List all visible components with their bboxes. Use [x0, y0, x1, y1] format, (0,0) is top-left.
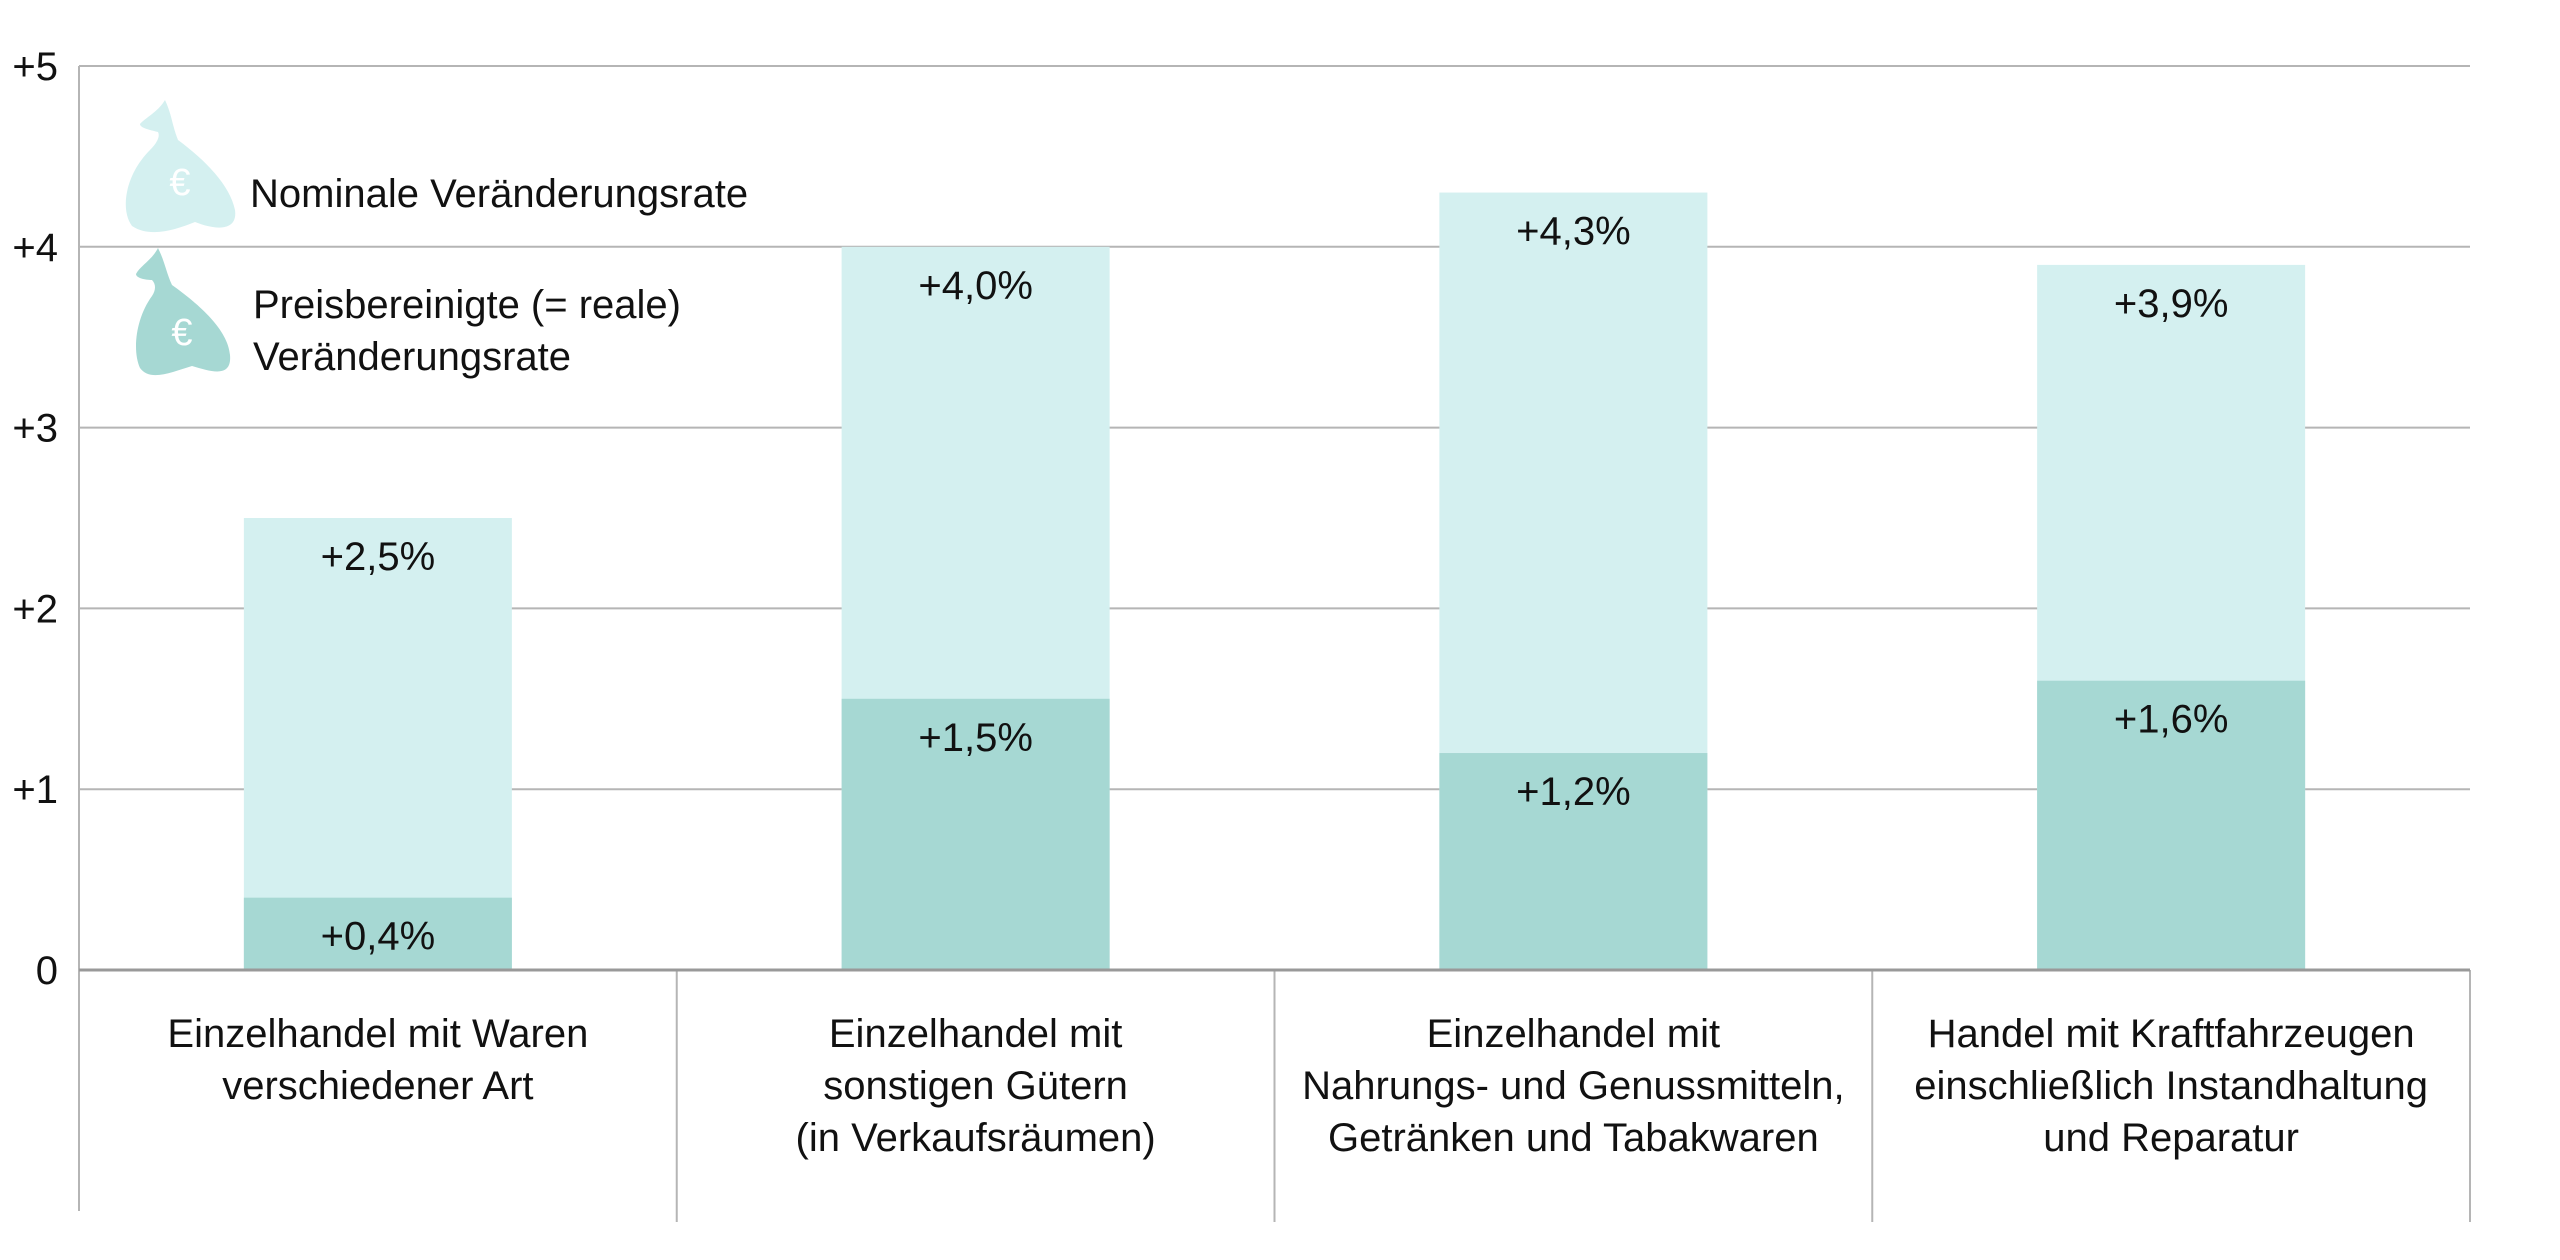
data-label-real: +1,5%	[918, 716, 1033, 760]
euro-symbol: €	[171, 312, 192, 354]
y-tick-label: 0	[36, 949, 58, 993]
category-label: einschließlich Instandhaltung	[1914, 1064, 2428, 1108]
legend-item-nominal: € Nominale Veränderungsrate	[125, 100, 748, 233]
y-tick-label: +4	[12, 226, 58, 270]
category-label: Einzelhandel mit	[829, 1012, 1123, 1056]
euro-money-bag-icon	[125, 100, 236, 233]
y-tick-label: +3	[12, 407, 58, 451]
legend-label-real-line1: Preisbereinigte (= reale)	[253, 283, 681, 327]
bar-real	[1439, 753, 1708, 970]
legend-item-real: € Preisbereinigte (= reale) Veränderungs…	[136, 248, 681, 379]
axes: 0 +1 +2 +3 +4 +5	[12, 45, 2471, 1222]
legend-label-nominal: Nominale Veränderungsrate	[250, 172, 748, 216]
bar-real	[2037, 680, 2306, 970]
data-label-nominal: +4,0%	[918, 264, 1033, 308]
category-label: (in Verkaufsräumen)	[796, 1116, 1156, 1160]
bar-real	[243, 897, 512, 970]
bars: +2,5% +0,4% +4,0% +1,5% +4,3% +1,2% +3,9% +1,6%	[243, 192, 2306, 971]
category-label: Einzelhandel mit Waren	[167, 1012, 588, 1056]
bar-real	[841, 698, 1110, 970]
category-label: Nahrungs- und Genussmitteln,	[1302, 1064, 1845, 1108]
data-label-real: +0,4%	[321, 915, 436, 959]
legend: € Nominale Veränderungsrate € Preisberei…	[125, 100, 748, 379]
data-label-nominal: +4,3%	[1516, 210, 1631, 254]
y-tick-label: +2	[12, 587, 58, 631]
legend-label-real-line2: Veränderungsrate	[253, 335, 571, 379]
bar-nominal	[243, 518, 512, 970]
data-label-real: +1,2%	[1516, 770, 1631, 814]
data-label-nominal: +2,5%	[321, 535, 436, 579]
category-label: sonstigen Gütern	[823, 1064, 1128, 1108]
euro-symbol: €	[169, 162, 190, 204]
category-label: und Reparatur	[2043, 1116, 2299, 1160]
y-tick-label: +1	[12, 768, 58, 812]
data-label-real: +1,6%	[2114, 698, 2229, 742]
y-tick-label: +5	[12, 45, 58, 89]
category-label: Handel mit Kraftfahrzeugen	[1928, 1012, 2415, 1056]
category-label: Einzelhandel mit	[1427, 1012, 1721, 1056]
category-label: verschiedener Art	[222, 1064, 533, 1108]
category-labels: Einzelhandel mit Waren verschiedener Art E…	[167, 1012, 2428, 1160]
category-label: Getränken und Tabakwaren	[1328, 1116, 1819, 1160]
euro-money-bag-icon	[136, 248, 231, 376]
data-label-nominal: +3,9%	[2114, 282, 2229, 326]
